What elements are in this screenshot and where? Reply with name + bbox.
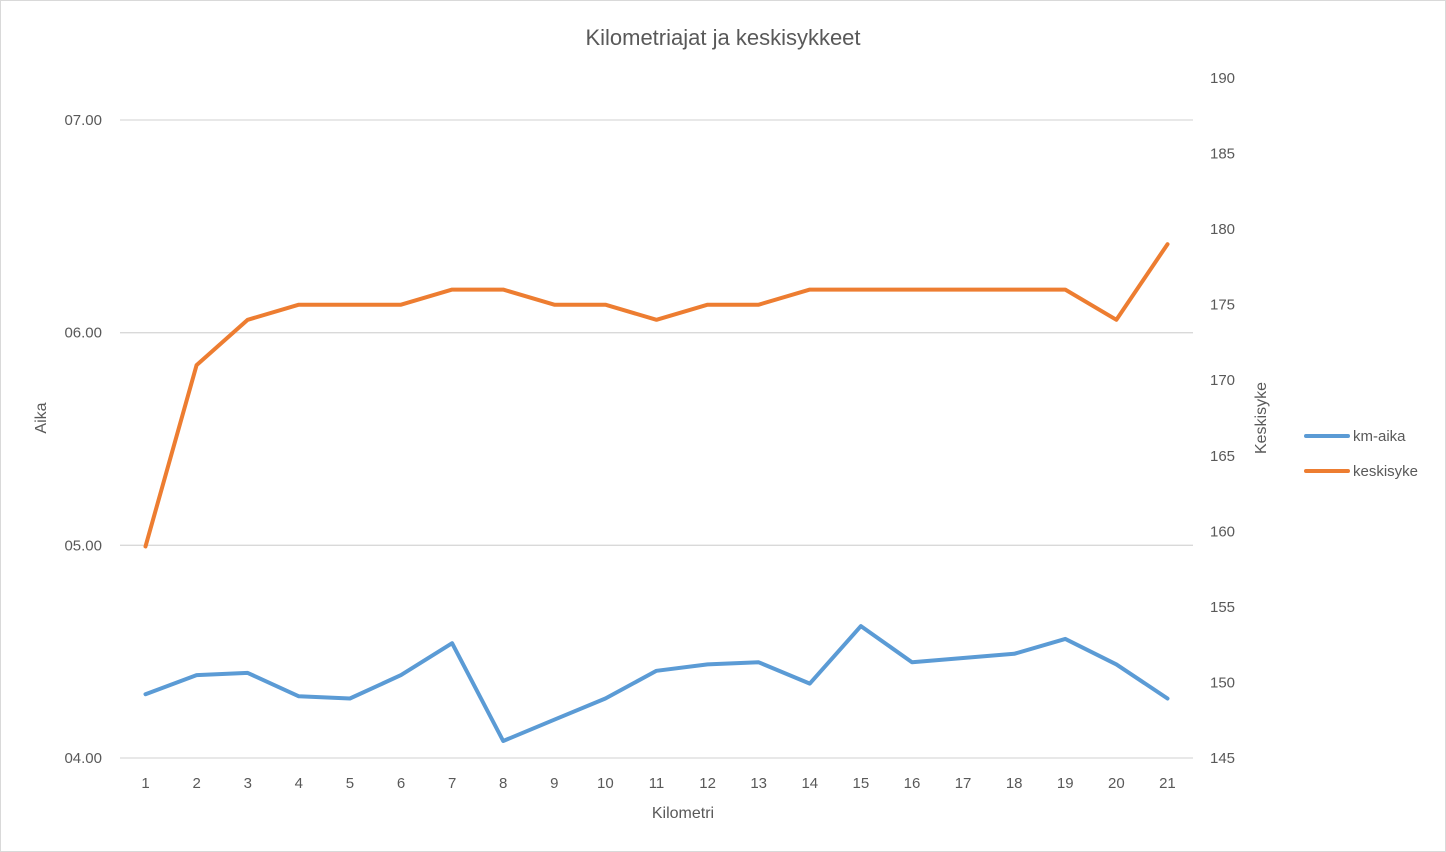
x-tick-label: 9 — [550, 775, 558, 792]
legend: km-aika keskisyke — [1304, 428, 1418, 480]
x-tick-label: 15 — [853, 775, 870, 792]
x-tick-label: 10 — [597, 775, 614, 792]
x-tick-label: 2 — [192, 775, 200, 792]
x-tick-label: 8 — [499, 775, 507, 792]
right-tick-label: 190 — [1210, 70, 1235, 87]
left-axis-ticks: 04.00 05.00 06.00 07.00 — [64, 112, 102, 767]
x-tick-label: 4 — [295, 775, 303, 792]
right-tick-label: 175 — [1210, 297, 1235, 314]
x-tick-label: 17 — [955, 775, 972, 792]
x-tick-label: 6 — [397, 775, 405, 792]
left-tick-label: 07.00 — [64, 112, 102, 129]
series-line-keskisyke — [143, 242, 1170, 549]
x-tick-label: 12 — [699, 775, 716, 792]
left-tick-label: 06.00 — [64, 325, 102, 342]
right-tick-label: 165 — [1210, 448, 1235, 465]
legend-label-km-aika: km-aika — [1353, 428, 1406, 445]
x-tick-label: 20 — [1108, 775, 1125, 792]
left-tick-label: 04.00 — [64, 750, 102, 767]
chart-title: Kilometriajat ja keskisykkeet — [585, 25, 860, 50]
x-tick-label: 18 — [1006, 775, 1023, 792]
x-tick-label: 21 — [1159, 775, 1176, 792]
right-tick-label: 160 — [1210, 523, 1235, 540]
x-tick-label: 16 — [904, 775, 921, 792]
right-tick-label: 185 — [1210, 146, 1235, 163]
x-axis-ticks: 1 2 3 4 5 6 7 8 9 10 11 12 13 14 15 16 17 18 19 20 21 — [141, 775, 1175, 792]
x-tick-label: 11 — [649, 775, 665, 792]
x-axis-title: Kilometri — [652, 805, 714, 822]
x-tick-label: 14 — [801, 775, 818, 792]
legend-label-keskisyke: keskisyke — [1353, 463, 1418, 480]
left-axis-title: Aika — [33, 402, 50, 433]
x-tick-label: 13 — [750, 775, 767, 792]
right-tick-label: 180 — [1210, 221, 1235, 238]
series-line-km-aika — [143, 624, 1170, 743]
right-tick-label: 170 — [1210, 372, 1235, 389]
left-tick-label: 05.00 — [64, 537, 102, 554]
right-axis-title: Keskisyke — [1253, 382, 1270, 454]
x-tick-label: 7 — [448, 775, 456, 792]
right-tick-label: 150 — [1210, 674, 1235, 691]
x-tick-label: 19 — [1057, 775, 1074, 792]
right-tick-label: 155 — [1210, 599, 1235, 616]
x-tick-label: 3 — [244, 775, 252, 792]
x-tick-label: 1 — [141, 775, 149, 792]
gridlines — [120, 119, 1193, 759]
series-layer — [143, 242, 1170, 743]
right-tick-label: 145 — [1210, 750, 1235, 767]
x-tick-label: 5 — [346, 775, 354, 792]
right-axis-ticks: 145 150 155 160 165 170 175 180 185 190 — [1210, 70, 1235, 767]
